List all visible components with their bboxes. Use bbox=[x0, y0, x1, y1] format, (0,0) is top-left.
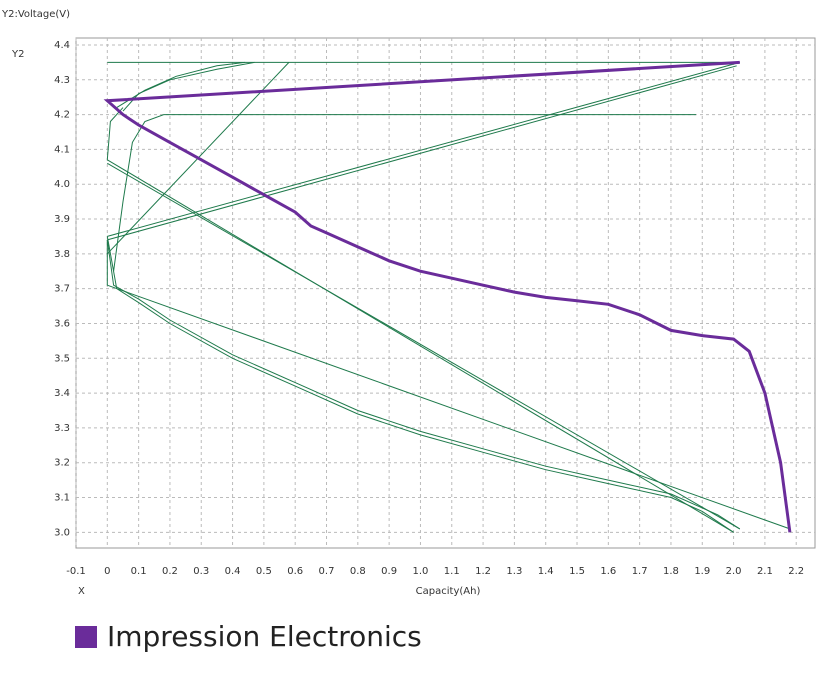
series-line bbox=[107, 159, 734, 533]
x-tick-label: 1.4 bbox=[538, 566, 554, 577]
y-tick-label: 4.4 bbox=[54, 40, 70, 51]
series-line bbox=[106, 239, 741, 530]
series-line bbox=[107, 65, 737, 241]
x-tick-label: 0.3 bbox=[193, 566, 209, 577]
y-tick-label: 3.1 bbox=[54, 493, 70, 504]
series-line bbox=[122, 61, 255, 112]
y-tick-label: 4.2 bbox=[54, 110, 70, 121]
y-axis-title: Y2:Voltage(V) bbox=[1, 9, 70, 20]
legend-label: Impression Electronics bbox=[107, 620, 422, 653]
x-tick-label: 1.6 bbox=[600, 566, 616, 577]
x-axis-name: X bbox=[78, 586, 85, 597]
y-tick-label: 4.3 bbox=[54, 75, 70, 86]
x-tick-label: 0.9 bbox=[381, 566, 397, 577]
series-line bbox=[107, 162, 741, 530]
x-tick-label: 2.2 bbox=[788, 566, 804, 577]
y-tick-label: 3.4 bbox=[54, 388, 70, 399]
series-line bbox=[106, 236, 734, 533]
y-tick-label: 4.0 bbox=[54, 179, 70, 190]
series-line bbox=[106, 239, 791, 530]
x-tick-label: 2.0 bbox=[726, 566, 742, 577]
x-tick-label: 0.6 bbox=[287, 566, 303, 577]
x-tick-label: 1.3 bbox=[506, 566, 522, 577]
x-tick-label: 0.7 bbox=[319, 566, 335, 577]
y-tick-label: 3.8 bbox=[54, 249, 70, 260]
x-tick-label: 1.8 bbox=[663, 566, 679, 577]
x-tick-label: -0.1 bbox=[66, 566, 86, 577]
y-tick-label: 3.5 bbox=[54, 353, 70, 364]
x-tick-label: 0.1 bbox=[131, 566, 147, 577]
x-tick-label: 0.5 bbox=[256, 566, 272, 577]
x-tick-label: 2.1 bbox=[757, 566, 773, 577]
y-tick-label: 3.6 bbox=[54, 318, 70, 329]
y-tick-label: 3.0 bbox=[54, 527, 70, 538]
x-tick-label: 1.9 bbox=[694, 566, 710, 577]
x-tick-label: 1.5 bbox=[569, 566, 585, 577]
x-tick-label: 0.2 bbox=[162, 566, 178, 577]
x-tick-label: 1.2 bbox=[475, 566, 491, 577]
x-tick-label: 0.4 bbox=[225, 566, 241, 577]
x-tick-label: 1.0 bbox=[412, 566, 428, 577]
x-tick-label: 1.1 bbox=[444, 566, 460, 577]
y-tick-label: 4.1 bbox=[54, 144, 70, 155]
y-tick-label: 3.2 bbox=[54, 458, 70, 469]
x-tick-label: 1.7 bbox=[632, 566, 648, 577]
y-tick-label: 3.9 bbox=[54, 214, 70, 225]
series-line bbox=[116, 61, 246, 109]
series-line bbox=[113, 114, 696, 272]
series-line bbox=[106, 107, 124, 160]
x-tick-label: 0 bbox=[104, 566, 110, 577]
y-tick-label: 3.7 bbox=[54, 284, 70, 295]
y-tick-label: 3.3 bbox=[54, 423, 70, 434]
legend-swatch bbox=[75, 626, 97, 648]
x-tick-label: 0.8 bbox=[350, 566, 366, 577]
series-line bbox=[103, 60, 792, 533]
x-axis-title: Capacity(Ah) bbox=[416, 586, 481, 597]
y-axis-name: Y2 bbox=[11, 49, 24, 60]
